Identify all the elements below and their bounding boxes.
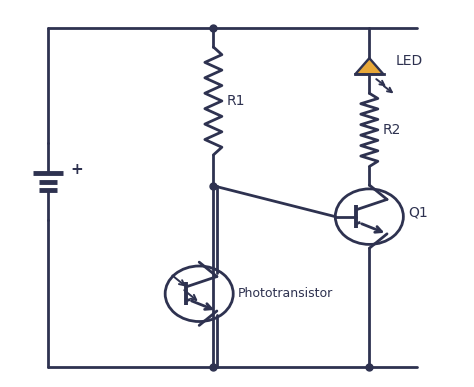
Polygon shape (355, 58, 383, 74)
Text: LED: LED (395, 55, 423, 68)
Text: Phototransistor: Phototransistor (238, 287, 333, 300)
Text: +: + (70, 162, 83, 177)
Text: R1: R1 (227, 94, 245, 108)
Text: Q1: Q1 (408, 206, 428, 220)
Text: R2: R2 (383, 123, 401, 137)
